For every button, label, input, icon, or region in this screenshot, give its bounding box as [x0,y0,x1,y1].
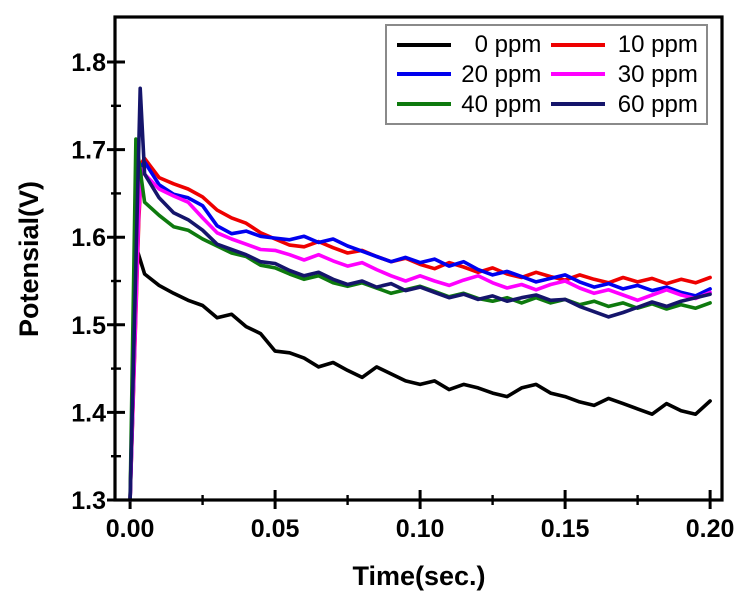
series-line-20ppm [128,160,712,502]
legend-swatch-0ppm [397,42,451,47]
legend-label-40ppm: 40 ppm [461,90,542,118]
x-tick-label: 0.20 [686,515,735,543]
legend-label-30ppm: 30 ppm [617,60,698,88]
y-tick-label: 1.3 [71,487,106,515]
y-tick-label: 1.4 [71,399,106,427]
legend-swatch-30ppm [550,72,605,77]
axis-tick-labels: 0.00 0.05 0.10 0.15 0.20 1.3 1.4 1.5 1.6 1.7 1.8 [71,49,734,543]
y-tick-label: 1.8 [71,49,106,77]
legend-label-10ppm: 10 ppm [617,31,698,59]
plot-frame [113,15,724,502]
legend-swatch-60ppm [550,102,605,107]
x-tick-label: 0.00 [106,515,155,543]
legend-swatch-20ppm [397,72,451,77]
series-lines [128,86,712,502]
legend-swatch-40ppm [397,102,451,107]
legend-swatch-10ppm [550,42,605,47]
series-line-0ppm [128,244,712,502]
legend-label-20ppm: 20 ppm [461,60,542,88]
legend-label-60ppm: 60 ppm [617,90,698,118]
series-line-60ppm [128,86,712,502]
series-line-10ppm [128,156,712,502]
x-tick-label: 0.10 [396,515,445,543]
series-line-30ppm [128,167,712,502]
legend-label-0ppm: 0 ppm [474,31,542,59]
x-tick-label: 0.15 [541,515,590,543]
x-axis-title: Time(sec.) [352,561,485,591]
axis-ticks [107,60,712,509]
legend: 0 ppm 10 ppm 20 ppm 30 ppm 40 ppm 60 ppm [385,24,708,125]
y-tick-label: 1.5 [71,312,106,340]
x-tick-label: 0.05 [251,515,300,543]
y-tick-label: 1.6 [71,224,106,252]
y-tick-label: 1.7 [71,137,106,165]
y-axis-title: Potensial(V) [14,181,44,337]
